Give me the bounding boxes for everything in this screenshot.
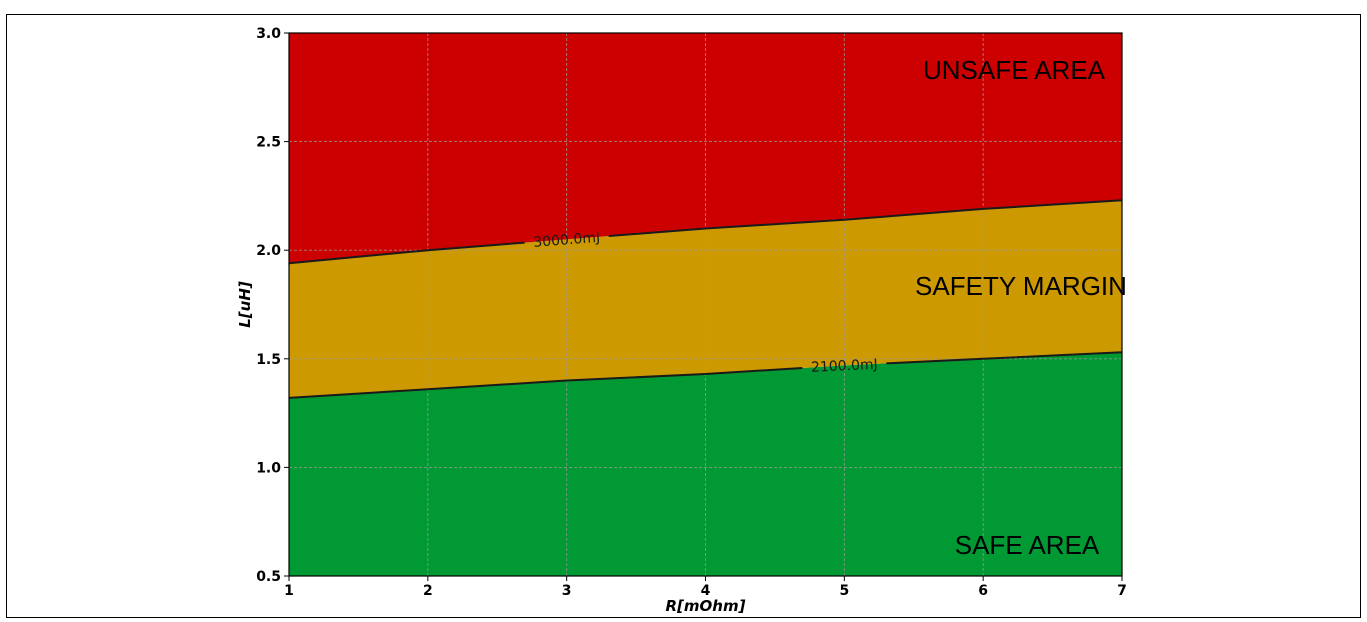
region-label-safe-area: SAFE AREA xyxy=(955,530,1100,560)
x-tick-label: 2 xyxy=(423,583,433,599)
x-tick-label: 4 xyxy=(701,583,711,599)
grid-layer xyxy=(289,33,1122,576)
y-tick-label: 0.5 xyxy=(256,569,281,585)
contour-line-1 xyxy=(608,199,1123,238)
regions-layer xyxy=(289,33,1122,576)
y-tick-label: 2.5 xyxy=(256,135,281,151)
y-tick-label: 1.5 xyxy=(256,352,281,368)
y-tick-label: 2.0 xyxy=(256,243,281,259)
chart-frame: 2100.0mJ 3000.0mJ SAFE AREA SAFETY MARGIN U… xyxy=(6,14,1361,618)
contour-label-0: 2100.0mJ xyxy=(811,357,878,376)
contour-chart: 2100.0mJ 3000.0mJ SAFE AREA SAFETY MARGIN U… xyxy=(236,26,1127,615)
x-tick-label: 6 xyxy=(978,583,988,599)
y-tick-label: 3.0 xyxy=(256,26,281,42)
axes-layer: 1 2 3 4 5 6 7 0.5 1.0 1.5 2.0 2.5 3.0 xyxy=(256,26,1127,599)
contour-line-0 xyxy=(886,351,1123,365)
region-labels-layer: SAFE AREA SAFETY MARGIN UNSAFE AREA xyxy=(915,55,1127,560)
contours-layer: 2100.0mJ 3000.0mJ xyxy=(288,199,1123,399)
x-tick-label: 1 xyxy=(284,583,294,599)
x-tick-label: 5 xyxy=(839,583,849,599)
contour-line-0 xyxy=(288,366,803,399)
region-label-safety-margin: SAFETY MARGIN xyxy=(915,271,1127,301)
x-tick-label: 3 xyxy=(562,583,572,599)
x-tick-label: 7 xyxy=(1117,583,1127,599)
region-label-unsafe-area: UNSAFE AREA xyxy=(923,55,1106,85)
contour-line-1 xyxy=(288,241,525,265)
contour-label-1: 3000.0mJ xyxy=(533,230,601,251)
y-axis-label: L[uH] xyxy=(236,281,254,328)
x-axis-label: R[mOhm] xyxy=(666,597,746,615)
y-tick-label: 1.0 xyxy=(256,460,281,476)
